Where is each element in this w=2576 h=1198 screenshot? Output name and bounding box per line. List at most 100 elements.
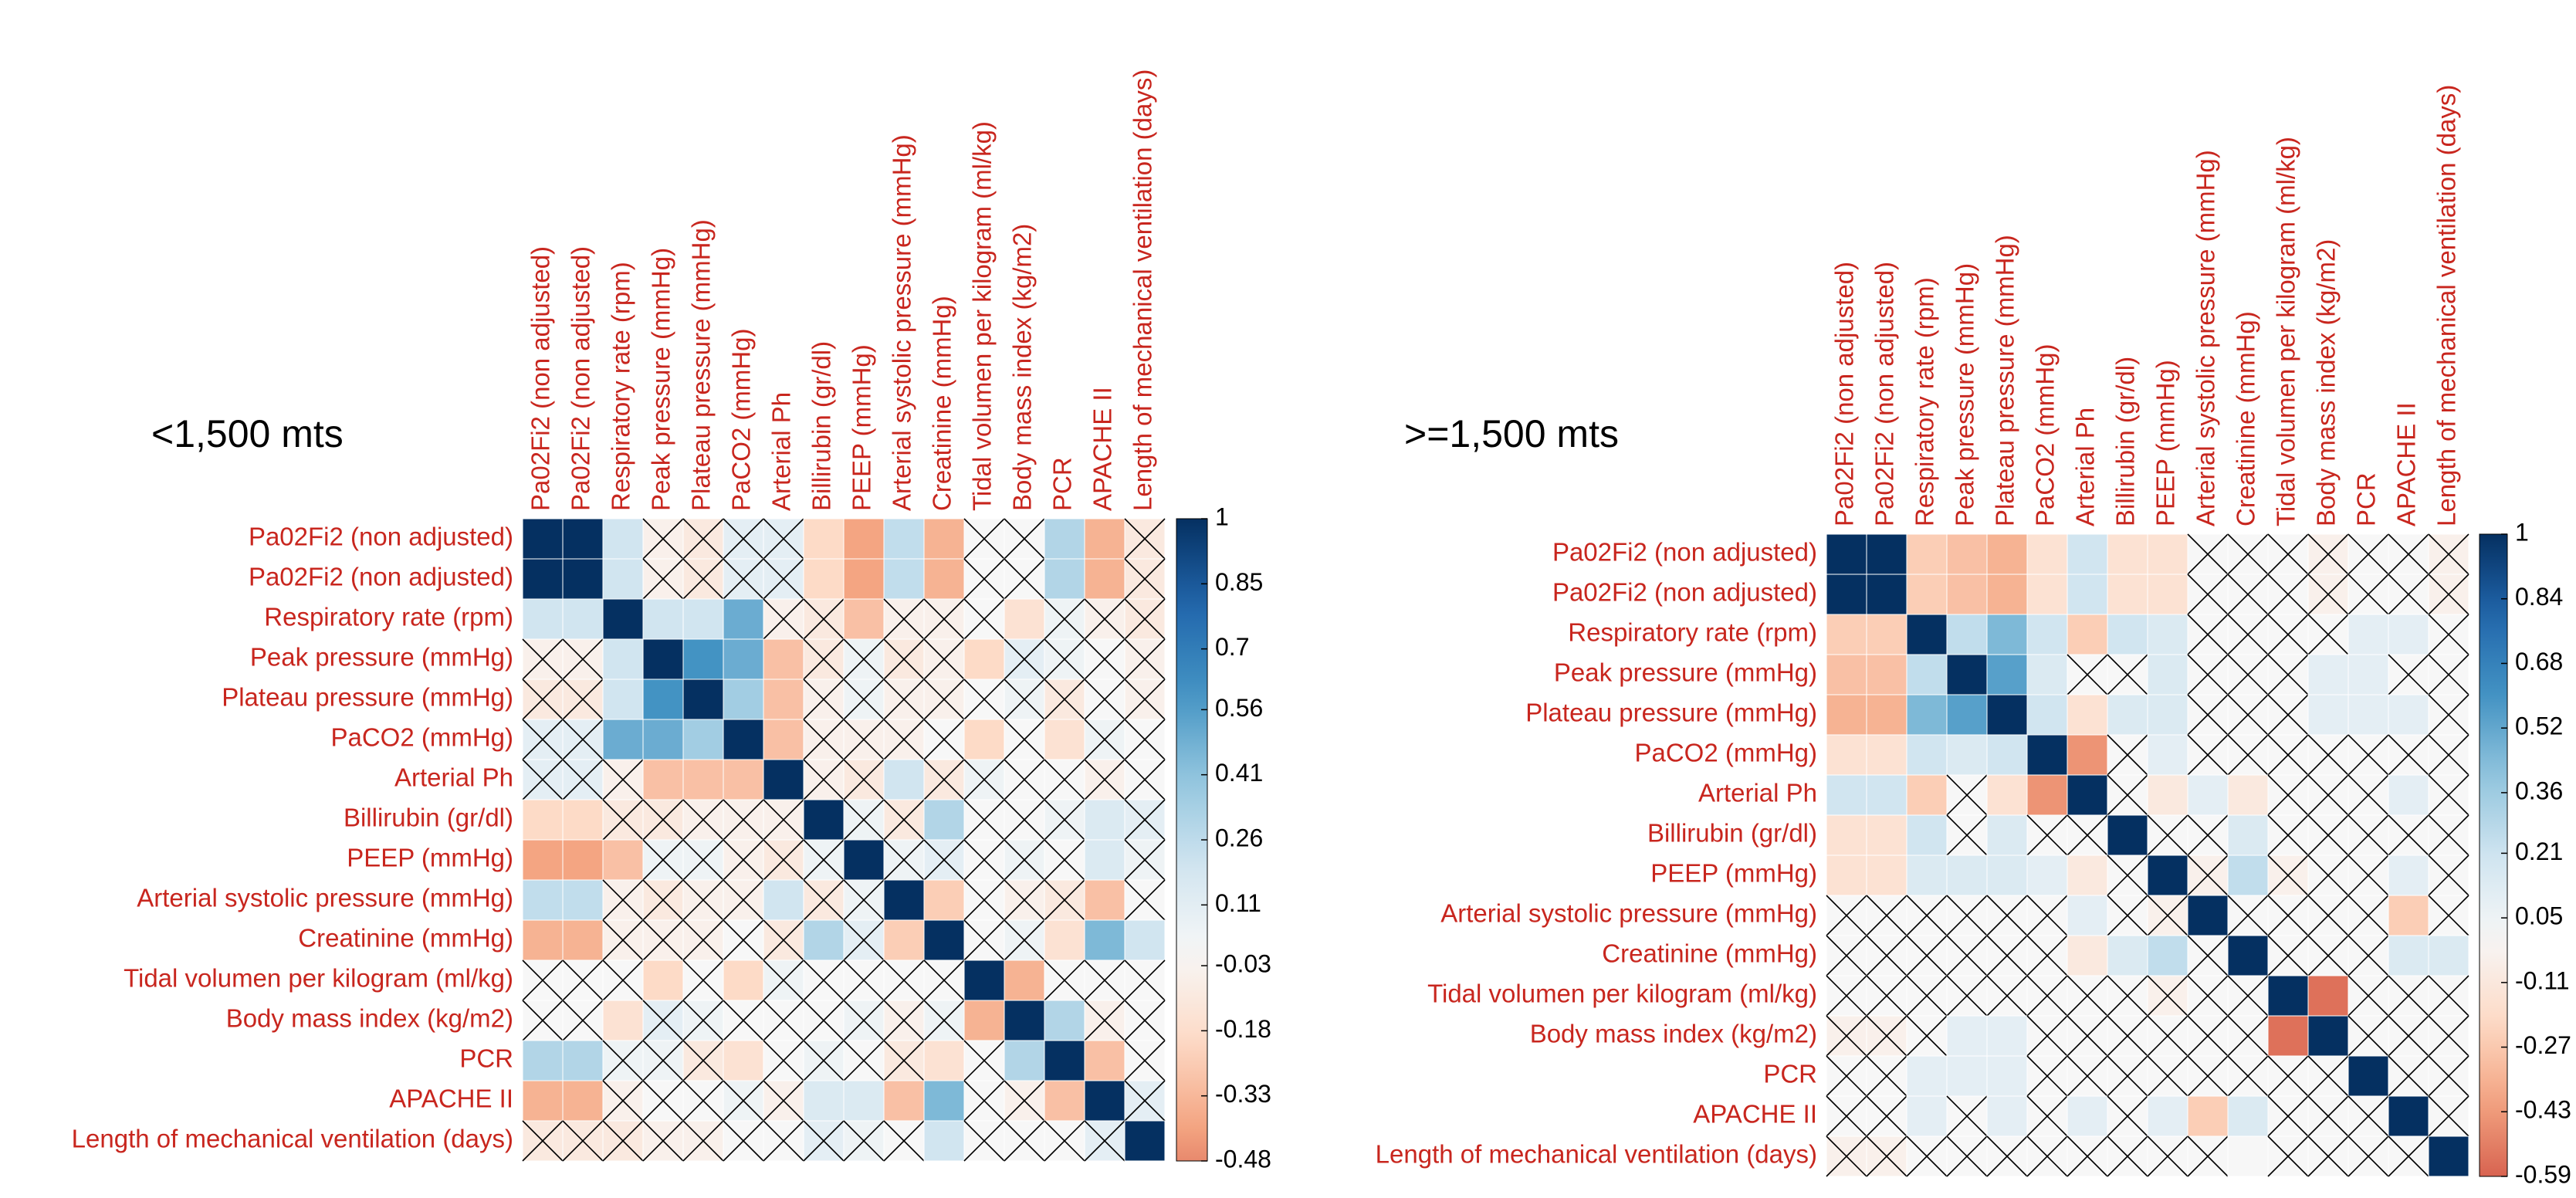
cross-line [2267,734,2309,776]
cross-line [1906,895,1948,936]
heatmap-cell [2227,1095,2269,1137]
cross [2026,1015,2068,1057]
cross-line [843,1120,885,1162]
cross-line [1826,975,1867,1017]
cross [723,799,764,841]
cross [1044,1120,1085,1162]
cross-line [1044,1120,1085,1162]
cross [1004,719,1045,760]
cross-line [2348,574,2389,615]
cross-line [2227,895,2269,936]
cross-line [1946,935,1988,976]
heatmap-cell [763,638,804,680]
heatmap-cell [723,759,764,800]
cross-line [1044,759,1085,800]
cross [923,598,965,640]
cross [2267,1055,2309,1097]
cross-line [883,959,925,1001]
cross [1004,759,1045,800]
cross [2307,935,2349,976]
heatmap-cell [1866,533,1907,575]
cross [1124,1040,1166,1081]
cross-line [923,598,965,640]
heatmap-cell [1084,879,1126,921]
heatmap-cell [682,679,724,720]
column-label: Respiratory rate (rpm) [1911,277,1939,526]
heatmap-cell [763,719,804,760]
cross [1946,895,1988,936]
heatmap-cell [1084,518,1126,560]
cross-line [1004,799,1045,841]
cross [2107,1055,2148,1097]
cross [2307,574,2349,615]
cross-line [2267,1095,2309,1137]
heatmap-cell [1866,614,1907,655]
heatmap-cell [923,919,965,961]
cross [2307,895,2349,936]
cross-line [723,558,764,600]
row-label: Length of mechanical ventilation (days) [1376,1140,1817,1169]
cross [1124,679,1166,720]
cross-line [803,719,845,760]
cross [2388,574,2429,615]
cross-line [2187,935,2229,976]
heatmap-cell [2067,614,2108,655]
heatmap-cell [1986,1055,2028,1097]
cross [2187,1055,2229,1097]
cross-line [2026,1015,2068,1057]
heatmap-cell [2107,935,2148,976]
colorbar-tick-label: -0.18 [1215,1015,1271,1043]
column-label: Peak pressure (mmHg) [1951,263,1979,526]
cross-line [2267,895,2309,936]
cross [522,959,564,1001]
colorbar [2479,533,2508,1177]
heatmap-cell [803,1080,845,1122]
cross-line [642,518,684,560]
cross-line [2147,975,2188,1017]
cross [2187,654,2229,695]
cross [1826,1015,1867,1057]
heatmap-cell [963,959,1005,1001]
cross-line [923,638,965,680]
cross [2147,814,2188,856]
cross-line [883,1000,925,1041]
cross-line [562,759,604,800]
heatmap-cell [2187,895,2229,936]
column-label: PCR [2352,472,2381,526]
cross [1826,895,1867,936]
column-label: Tidal volumen per kilogram (ml/kg) [2272,137,2300,526]
heatmap-cell [2227,1135,2269,1177]
heatmap-cell [1044,1000,1085,1041]
cross-line [1044,839,1085,881]
colorbar-tick-label: -0.11 [2515,966,2570,994]
heatmap-cell [883,518,925,560]
heatmap-cell [642,598,684,640]
cross-line [2267,1135,2309,1177]
cross [602,919,644,961]
cross [1826,1095,1867,1137]
cross [1124,1000,1166,1041]
cross [883,638,925,680]
cross [1866,935,1907,976]
heatmap-cell [1986,574,2028,615]
cross-line [2307,614,2349,655]
heatmap-cell [2267,1015,2309,1057]
cross-line [1946,1095,1988,1137]
cross [2026,975,2068,1017]
cross-line [763,1000,804,1041]
cross-line [803,1040,845,1081]
cross [2187,1015,2229,1057]
cross [642,799,684,841]
cross [1084,1120,1126,1162]
cross-line [1124,839,1166,881]
cross [2067,814,2108,856]
cross-line [963,679,1005,720]
cross [642,1120,684,1162]
cross [562,679,604,720]
heatmap-cell [763,679,804,720]
cross-line [2267,654,2309,695]
cross [1946,935,1988,976]
cross [602,1080,644,1122]
heatmap-cell [522,558,564,600]
column-label: Length of mechanical ventilation (days) [1129,69,1157,511]
